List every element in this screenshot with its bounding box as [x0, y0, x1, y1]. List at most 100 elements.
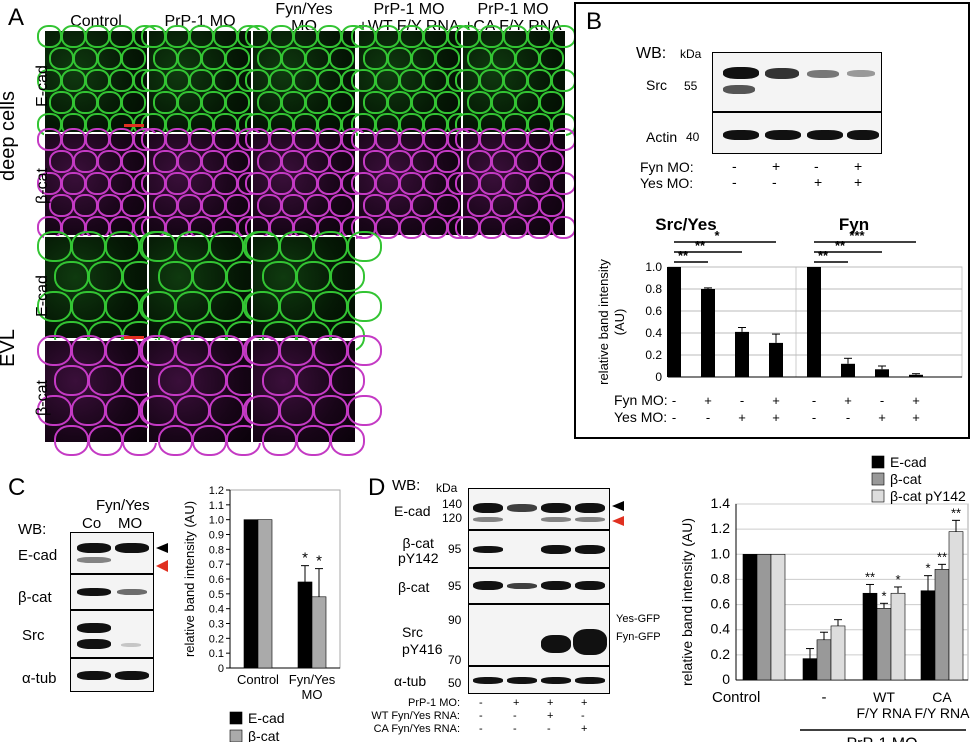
- d-cond-sign: -: [479, 710, 483, 722]
- d-ytick: 0.8: [711, 570, 731, 586]
- b-srcyes-bar: [769, 342, 783, 377]
- cell-outline: [351, 172, 376, 195]
- c-bar: [297, 581, 313, 669]
- cell-outline: [527, 172, 552, 195]
- cell-outline: [61, 172, 86, 195]
- d-cond-prp1: PrP-1 MO:: [408, 697, 460, 709]
- cell-outline: [551, 216, 576, 239]
- c-ytick: 0: [218, 663, 224, 675]
- cell-outline: [279, 335, 314, 366]
- d-cond-sign: -: [581, 710, 585, 722]
- cell-outline: [209, 231, 244, 262]
- d-bar: [890, 592, 906, 681]
- cell-outline: [411, 150, 436, 173]
- d-blot-bcat: [468, 568, 610, 604]
- d-red-arrow-icon: [612, 516, 624, 526]
- c-sig-star: *: [302, 550, 308, 567]
- c-black-arrow-icon: [156, 543, 168, 553]
- cell-outline: [165, 69, 190, 92]
- c-ytick: 1.1: [209, 500, 224, 512]
- c-row-src: Src: [22, 627, 45, 644]
- cell-outline: [491, 47, 516, 70]
- cell-outline: [281, 47, 306, 70]
- cell-outline: [351, 25, 376, 48]
- micrograph-tile: [245, 25, 366, 136]
- b-fyn-bar: [909, 374, 923, 377]
- cell-outline: [491, 150, 516, 173]
- c-treatment-label: Fyn/Yes: [96, 497, 150, 514]
- b-ytick: 0.8: [645, 282, 662, 296]
- cell-outline: [175, 395, 210, 426]
- cell-outline: [375, 128, 400, 151]
- cell-outline: [399, 216, 424, 239]
- micrograph-tile: [245, 128, 366, 239]
- cell-outline: [435, 91, 460, 114]
- cell-outline: [189, 172, 214, 195]
- c-bar: [243, 519, 259, 669]
- cell-outline: [399, 128, 424, 151]
- cell-outline: [455, 25, 480, 48]
- cell-outline: [109, 69, 134, 92]
- cell-outline: [213, 128, 238, 151]
- cell-outline: [73, 47, 98, 70]
- cell-outline: [97, 47, 122, 70]
- c-row-bcat: β-cat: [18, 589, 52, 606]
- d-ytick: 0: [722, 671, 730, 687]
- micrograph-tile: [141, 335, 278, 456]
- c-ytick: 0.2: [209, 633, 224, 645]
- cell-outline: [245, 69, 270, 92]
- cell-outline: [175, 335, 210, 366]
- d-cond-sign: -: [513, 710, 517, 722]
- cell-outline: [479, 69, 504, 92]
- d-ytick: 1.4: [711, 495, 731, 511]
- cell-outline: [330, 261, 365, 292]
- micrograph-tile: [351, 25, 472, 136]
- cell-outline: [141, 291, 176, 322]
- b-fyn-mo-sign-bottom: +: [844, 393, 852, 408]
- c-col-co: Co: [82, 515, 102, 532]
- cell-outline: [515, 194, 540, 217]
- d-bar: [830, 625, 846, 681]
- cell-outline: [71, 395, 106, 426]
- cell-outline: [141, 335, 176, 366]
- d-kda-label: kDa: [436, 481, 458, 495]
- d-fyn-gfp-label: Fyn-GFP: [616, 631, 661, 643]
- panel-d-label: D: [368, 474, 386, 501]
- cell-outline: [479, 25, 504, 48]
- b-fyn-mo-sign-bottom: +: [912, 393, 920, 408]
- b-blot-actin: [712, 112, 882, 154]
- d-sig-star: **: [937, 549, 947, 564]
- b-fyn-sig-star: ***: [849, 228, 865, 243]
- d-sig-star: *: [895, 572, 900, 587]
- b-ylabel-line1: relative band intensity: [596, 259, 611, 385]
- cell-outline: [109, 25, 134, 48]
- cell-outline: [88, 365, 123, 396]
- cell-outline: [71, 231, 106, 262]
- cell-outline: [551, 69, 576, 92]
- cell-outline: [165, 172, 190, 195]
- b-ytick: 0.6: [645, 304, 662, 318]
- d-blot-ecad: [468, 488, 610, 530]
- cell-outline: [329, 47, 354, 70]
- cell-outline: [121, 150, 146, 173]
- cell-outline: [435, 150, 460, 173]
- b-fyn-sig-star: **: [818, 248, 829, 263]
- cell-outline: [262, 261, 297, 292]
- b-actin-label: Actin: [646, 129, 678, 145]
- cell-outline: [351, 128, 376, 151]
- cell-outline: [73, 91, 98, 114]
- d-ytick: 0.4: [711, 621, 731, 637]
- micrograph-tile: [245, 335, 382, 456]
- c-wb-label: WB:: [18, 521, 47, 538]
- c-legend-label: β-cat: [248, 728, 280, 742]
- b-srcyes-sig-star: **: [695, 238, 706, 253]
- cell-outline: [225, 47, 250, 70]
- b-yes-mo-sign-bottom: -: [706, 410, 710, 425]
- cell-outline: [257, 47, 282, 70]
- cell-outline: [245, 335, 280, 366]
- cell-outline: [539, 91, 564, 114]
- b-srcyes-bar: [667, 267, 681, 377]
- cell-outline: [281, 150, 306, 173]
- d-sig-star: *: [925, 561, 930, 576]
- cell-outline: [467, 91, 492, 114]
